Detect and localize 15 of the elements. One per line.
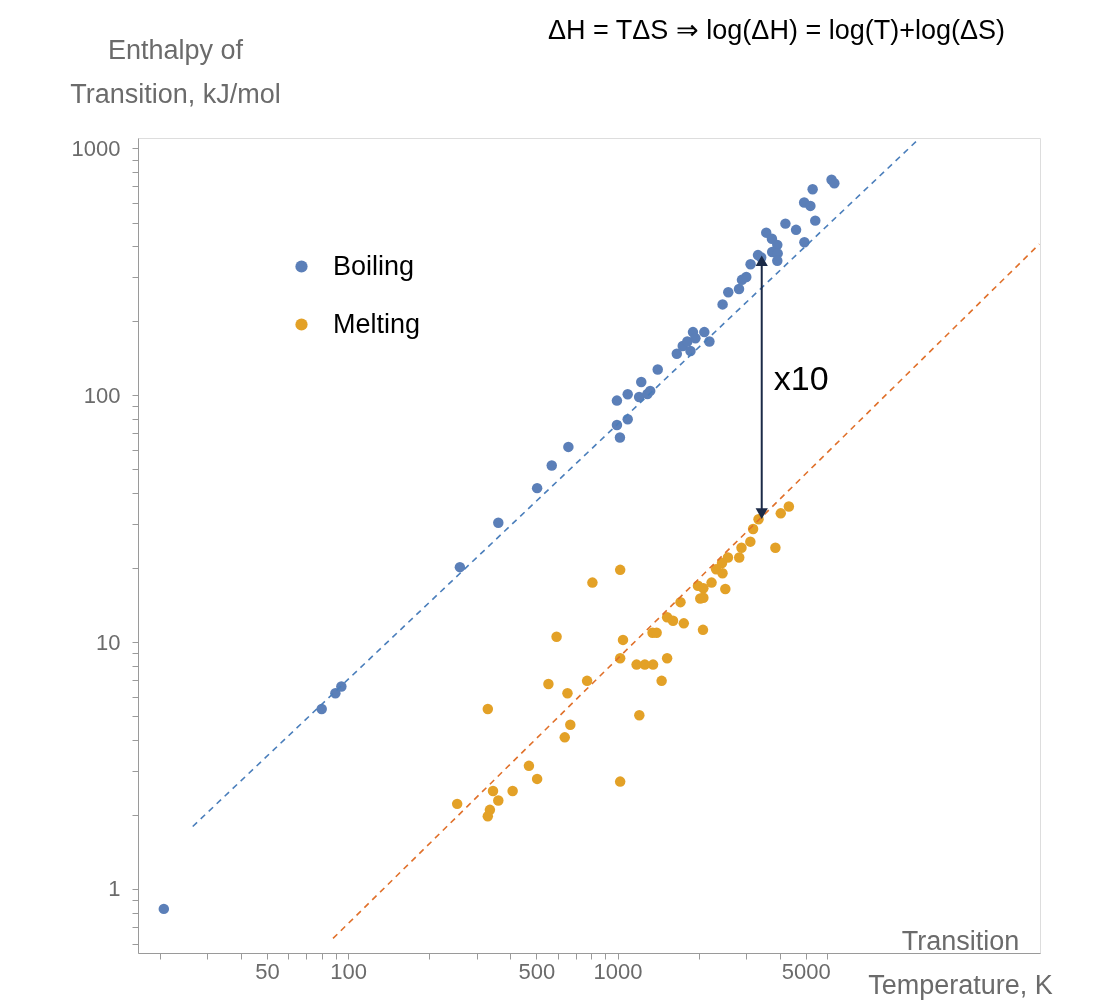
y-tick-label: 1 [108, 876, 121, 902]
x-tick-label: 100 [330, 958, 367, 984]
chart-title: ΔH = TΔS ⇒ log(ΔH) = log(T)+log(ΔS) [547, 15, 1005, 45]
legend-label: Boiling [333, 250, 415, 281]
x-tick-label: 50 [255, 958, 280, 984]
y-axis-title: Enthalpy of Transition, kJ/mol [70, 34, 281, 109]
y-tick-label: 100 [83, 382, 121, 408]
x-tick-label: 1000 [593, 958, 643, 984]
x-tick-label: 5000 [781, 958, 831, 984]
y-tick-label: 1000 [71, 135, 121, 161]
legend-label: Melting [333, 308, 421, 339]
y-tick-label: 10 [96, 629, 121, 655]
annotation: x10 [773, 359, 829, 398]
x-axis-title: Transition Temperature, K [868, 925, 1053, 1000]
x-tick-label: 500 [518, 958, 556, 984]
